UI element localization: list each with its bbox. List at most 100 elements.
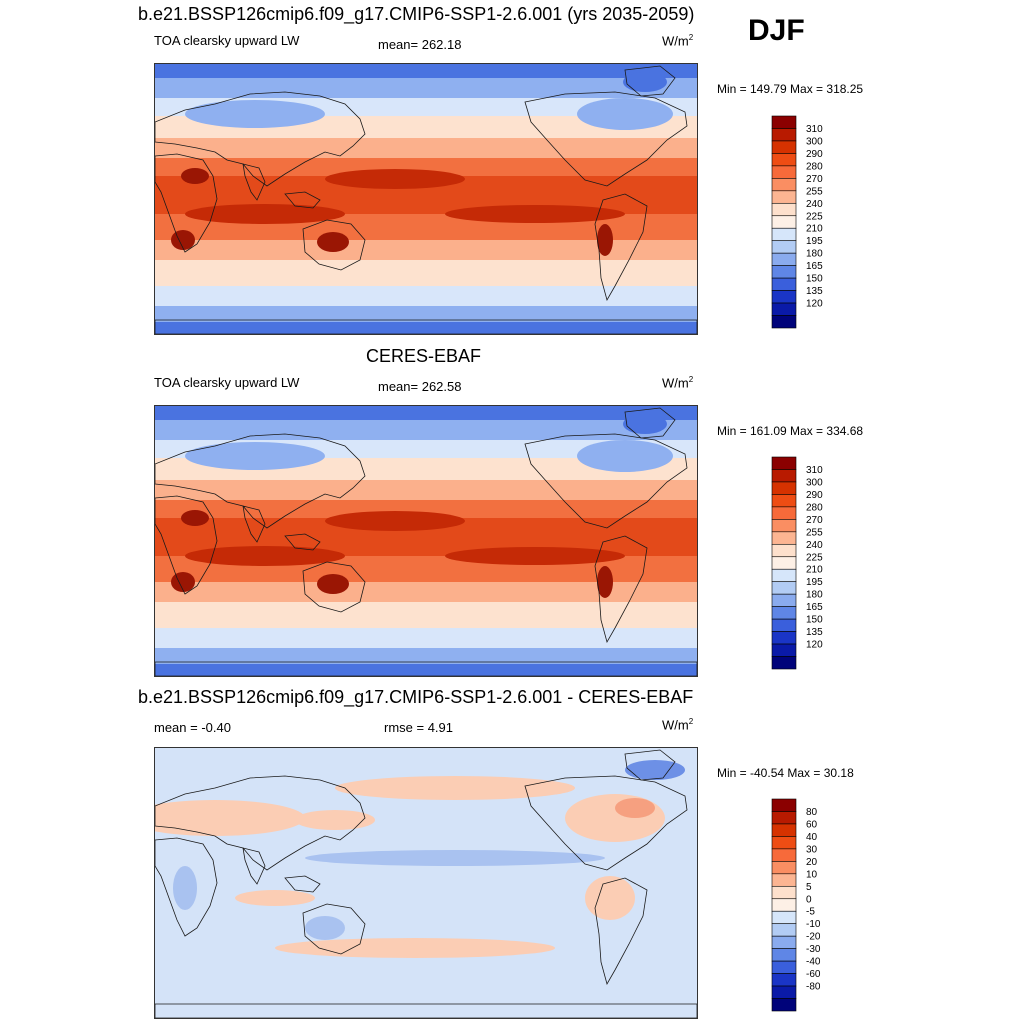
- colorbar-tick-label: 195: [806, 236, 823, 247]
- colorbar-swatch: [771, 643, 797, 657]
- panel3-difference-map: [154, 747, 698, 1019]
- colorbar-swatch: [771, 302, 797, 316]
- colorbar-swatch: [771, 265, 797, 279]
- colorbar-swatch: [771, 165, 797, 179]
- colorbar-swatch: [771, 202, 797, 217]
- colorbar-tick-label: 225: [806, 552, 823, 563]
- season-label: DJF: [748, 14, 805, 47]
- panel3-unit-label: W/m2: [662, 717, 694, 733]
- colorbar-tick-label: 210: [806, 224, 823, 235]
- colorbar-swatch: [771, 861, 797, 875]
- colorbar-swatch: [771, 836, 797, 850]
- colorbar-tick-label: 150: [806, 274, 823, 285]
- panel1-unit-label: W/m2: [662, 33, 694, 49]
- colorbar-swatch: [771, 556, 797, 570]
- colorbar-swatch: [771, 606, 797, 620]
- colorbar-swatch: [771, 178, 797, 192]
- colorbar-swatch: [771, 115, 797, 129]
- colorbar-swatch: [771, 848, 797, 862]
- panel2-minmax-label: Min = 161.09 Max = 334.68: [717, 424, 864, 438]
- panel3-title: b.e21.BSSP126cmip6.f09_g17.CMIP6-SSP1-2.…: [138, 687, 694, 707]
- panel3-minmax-label: Min = -40.54 Max = 30.18: [717, 766, 854, 780]
- colorbar-swatch: [771, 656, 797, 670]
- panel1-variable-label: TOA clearsky upward LW: [154, 33, 300, 48]
- colorbar-tick-label: 135: [806, 286, 823, 297]
- colorbar-swatch: [771, 948, 797, 962]
- colorbar-swatch: [771, 923, 797, 937]
- colorbar-tick-label: 280: [806, 502, 823, 513]
- colorbar-tick-label: 225: [806, 211, 823, 222]
- panel2-mean-label: mean= 262.58: [378, 379, 462, 394]
- colorbar-swatch: [771, 811, 797, 825]
- colorbar-swatch: [771, 519, 797, 533]
- colorbar-tick-label: 0: [806, 894, 812, 905]
- colorbar-swatch: [771, 494, 797, 508]
- colorbar-swatch: [771, 227, 797, 242]
- colorbar-tick-label: 280: [806, 161, 823, 172]
- panel3-mean-label: mean = -0.40: [154, 720, 231, 735]
- colorbar-swatch: [771, 823, 797, 837]
- colorbar-tick-label: 310: [806, 465, 823, 476]
- colorbar-swatch: [771, 873, 797, 887]
- colorbar-tick-label: 40: [806, 832, 818, 843]
- panel2-observation-map: [154, 405, 698, 677]
- colorbar-tick-label: 210: [806, 565, 823, 576]
- colorbar-swatch: [771, 252, 797, 266]
- colorbar-swatch: [771, 973, 797, 987]
- colorbar-swatch: [771, 935, 797, 949]
- colorbar-swatch: [771, 315, 797, 329]
- colorbar-tick-label: 195: [806, 577, 823, 588]
- colorbar-swatch: [771, 885, 797, 900]
- colorbar-swatch: [771, 985, 797, 999]
- panel2-unit-label: W/m2: [662, 375, 694, 391]
- colorbar-swatch: [771, 631, 797, 645]
- colorbar-tick-label: -30: [806, 944, 821, 955]
- colorbar-tick-label: -20: [806, 932, 821, 943]
- panel1-mean-label: mean= 262.18: [378, 37, 462, 52]
- colorbar-tick-label: 180: [806, 590, 823, 601]
- colorbar-swatch: [771, 215, 797, 229]
- colorbar-tick-label: 255: [806, 527, 823, 538]
- colorbar-tick-label: 270: [806, 174, 823, 185]
- colorbar-tick-label: 120: [806, 299, 823, 310]
- colorbar-tick-label: 165: [806, 602, 823, 613]
- colorbar-tick-label: -80: [806, 982, 821, 993]
- colorbar-tick-label: 310: [806, 124, 823, 135]
- colorbar-swatch: [771, 290, 797, 304]
- colorbar-tick-label: 30: [806, 844, 818, 855]
- panel1-model-map: [154, 63, 698, 335]
- colorbar-tick-label: 135: [806, 627, 823, 638]
- colorbar-swatch: [771, 581, 797, 595]
- colorbar-tick-label: 150: [806, 615, 823, 626]
- panel3-colorbar: 80 60 40 30 20 10 5 0 -5 -10 -20 -30 -40 -60 -80: [771, 798, 842, 1012]
- colorbar-tick-label: 290: [806, 490, 823, 501]
- colorbar-swatch: [771, 128, 797, 142]
- colorbar-tick-label: 60: [806, 819, 818, 830]
- colorbar-tick-label: 300: [806, 136, 823, 147]
- colorbar-swatch: [771, 593, 797, 607]
- colorbar-swatch: [771, 618, 797, 632]
- colorbar-tick-label: 80: [806, 807, 818, 818]
- colorbar-swatch: [771, 506, 797, 520]
- colorbar-tick-label: -40: [806, 957, 821, 968]
- colorbar-swatch: [771, 469, 797, 483]
- colorbar-tick-label: 165: [806, 261, 823, 272]
- panel1-title: b.e21.BSSP126cmip6.f09_g17.CMIP6-SSP1-2.…: [138, 4, 695, 24]
- colorbar-swatch: [771, 910, 797, 925]
- colorbar-tick-label: -60: [806, 969, 821, 980]
- panel2-title: CERES-EBAF: [366, 346, 482, 366]
- colorbar-swatch: [771, 960, 797, 974]
- colorbar-swatch: [771, 456, 797, 470]
- colorbar-tick-label: 120: [806, 640, 823, 651]
- panel3-rmse-label: rmse = 4.91: [384, 720, 454, 735]
- colorbar-tick-label: 180: [806, 249, 823, 260]
- colorbar-swatch: [771, 898, 797, 912]
- colorbar-tick-label: 240: [806, 540, 823, 551]
- colorbar-tick-label: 290: [806, 149, 823, 160]
- colorbar-tick-label: 270: [806, 515, 823, 526]
- colorbar-swatch: [771, 240, 797, 254]
- panel1-minmax-label: Min = 149.79 Max = 318.25: [717, 82, 864, 96]
- panel1-colorbar: 310 300 290 280 270 255 240 225 210 195 180 165 150 1…: [771, 115, 842, 329]
- colorbar-swatch: [771, 190, 797, 204]
- colorbar-tick-label: 5: [806, 882, 812, 893]
